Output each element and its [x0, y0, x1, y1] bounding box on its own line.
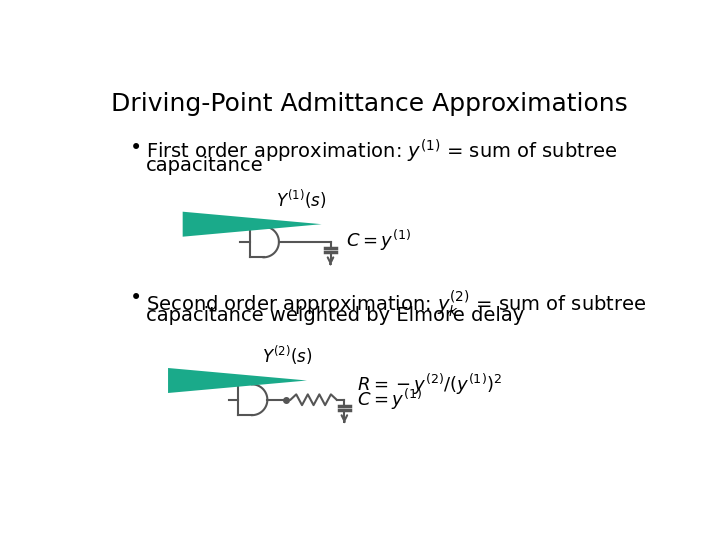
Text: $C = y^{(1)}$: $C = y^{(1)}$ — [346, 228, 411, 253]
Text: •: • — [130, 138, 143, 158]
Text: Driving-Point Admittance Approximations: Driving-Point Admittance Approximations — [111, 92, 627, 116]
Text: First order approximation: $y^{(1)}$ = sum of subtree: First order approximation: $y^{(1)}$ = s… — [145, 138, 617, 165]
Text: $R = -y^{(2)}/(y^{(1)})^2$: $R = -y^{(2)}/(y^{(1)})^2$ — [357, 372, 503, 397]
Text: $C = y^{(1)}$: $C = y^{(1)}$ — [357, 387, 423, 413]
Text: $Y^{(1)}(s)$: $Y^{(1)}(s)$ — [276, 188, 327, 211]
Text: $Y^{(2)}(s)$: $Y^{(2)}(s)$ — [262, 344, 312, 367]
Text: capacitance: capacitance — [145, 156, 264, 174]
Text: •: • — [130, 288, 143, 308]
Text: capacitance weighted by Elmore delay: capacitance weighted by Elmore delay — [145, 306, 524, 325]
Text: Second order approximation: $y_k^{(2)}$ = sum of subtree: Second order approximation: $y_k^{(2)}$ … — [145, 288, 646, 319]
